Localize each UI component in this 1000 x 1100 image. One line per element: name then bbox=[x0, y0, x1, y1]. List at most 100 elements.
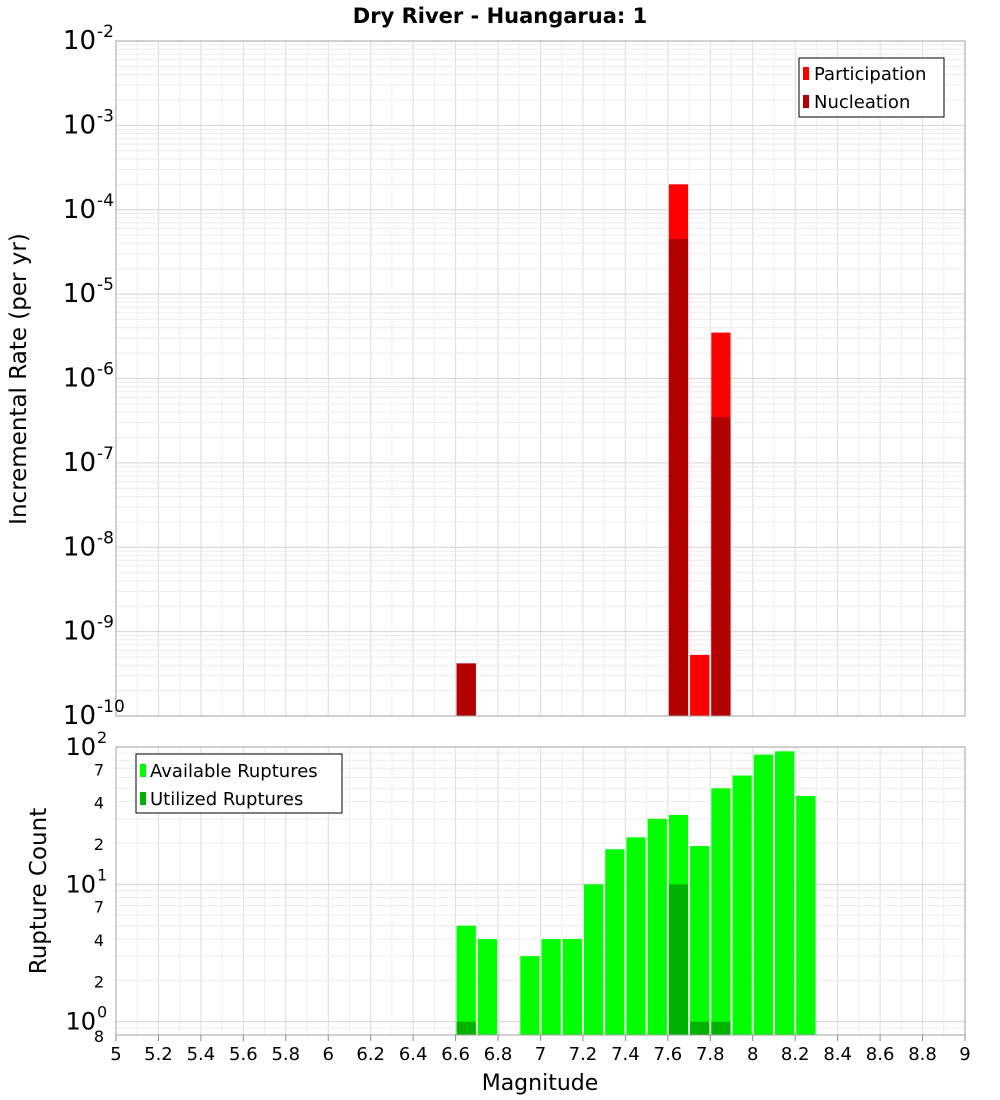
count-ytick-label: 2 bbox=[94, 835, 104, 854]
rate-ytick-exp: -2 bbox=[97, 22, 114, 42]
count-bar-available-ruptures bbox=[562, 939, 582, 1035]
count-ytick-label: 4 bbox=[94, 794, 104, 813]
count-bar-utilized-ruptures bbox=[711, 1021, 731, 1035]
count-xtick-label: 8.6 bbox=[866, 1044, 895, 1065]
legend-swatch-participation bbox=[803, 67, 809, 80]
count-bar-available-ruptures bbox=[626, 837, 646, 1035]
count-ytick-base: 10 bbox=[65, 1008, 96, 1036]
count-bars bbox=[456, 751, 816, 1035]
rate-ytick-base: 10 bbox=[63, 532, 96, 562]
legend-swatch-nucleation bbox=[803, 95, 809, 108]
count-xtick-label: 7.8 bbox=[696, 1044, 725, 1065]
rate-bar-nucleation bbox=[711, 416, 731, 716]
rate-legend: Participation Nucleation bbox=[798, 57, 945, 118]
count-y-axis-label: Rupture Count bbox=[26, 808, 52, 974]
rate-legend-box bbox=[798, 57, 945, 118]
rate-ytick-exp: -5 bbox=[97, 275, 114, 295]
count-bar-available-ruptures bbox=[690, 846, 710, 1035]
count-xtick-label: 5.2 bbox=[144, 1044, 173, 1065]
count-ytick-label: 7 bbox=[94, 898, 104, 917]
count-xtick-label: 5 bbox=[110, 1044, 121, 1065]
count-xtick-label: 7.4 bbox=[611, 1044, 640, 1065]
count-xtick-label: 6.6 bbox=[441, 1044, 470, 1065]
legend-label-participation: Participation bbox=[814, 64, 926, 85]
rate-y-axis-label: Incremental Rate (per yr) bbox=[6, 233, 32, 525]
count-xtick-label: 9 bbox=[959, 1044, 970, 1065]
count-ytick-label: 8 bbox=[94, 1027, 104, 1046]
count-bar-available-ruptures bbox=[605, 849, 625, 1035]
legend-swatch-utilized bbox=[140, 792, 146, 805]
rate-ytick-exp: -9 bbox=[97, 613, 114, 633]
count-bar-available-ruptures bbox=[541, 939, 561, 1035]
count-bar-available-ruptures bbox=[456, 925, 476, 1035]
rate-gridlines bbox=[115, 41, 966, 717]
rate-ytick-exp: -6 bbox=[97, 360, 114, 380]
rate-chart: Dry River - Huangarua: 1 10-210-310 -410-… bbox=[6, 4, 966, 731]
count-xtick-label: 5.8 bbox=[271, 1044, 300, 1065]
rate-bars bbox=[456, 184, 731, 717]
count-ytick-base: 10 bbox=[65, 870, 96, 898]
count-xtick-label: 6 bbox=[323, 1044, 334, 1065]
count-ytick-exp: 1 bbox=[97, 865, 107, 884]
rate-ytick-base: 10 bbox=[63, 26, 96, 56]
rate-ytick-exp: -4 bbox=[97, 191, 114, 211]
rate-ytick-base: 10 bbox=[63, 279, 96, 309]
count-xtick-label: 8.2 bbox=[781, 1044, 810, 1065]
rate-ytick-exp: -3 bbox=[97, 106, 114, 126]
count-legend: Available Ruptures Utilized Ruptures bbox=[135, 753, 343, 814]
count-ytick-base: 10 bbox=[65, 733, 96, 761]
count-bar-available-ruptures bbox=[711, 788, 731, 1035]
rate-ytick-exp: -8 bbox=[97, 528, 114, 548]
count-xtick-label: 5.4 bbox=[187, 1044, 216, 1065]
count-bar-available-ruptures bbox=[647, 818, 667, 1035]
rate-bar-nucleation bbox=[668, 239, 689, 716]
rate-ytick-base: 10 bbox=[63, 448, 96, 478]
rate-y-ticks: 10-210-310-410-510-610-710-810-910-10 bbox=[63, 22, 125, 731]
rate-bar-nucleation bbox=[456, 663, 476, 716]
count-bar-available-ruptures bbox=[796, 795, 816, 1035]
legend-label-nucleation: Nucleation bbox=[814, 92, 910, 113]
count-ytick-exp: 0 bbox=[97, 1003, 107, 1022]
count-xtick-label: 7.6 bbox=[654, 1044, 683, 1065]
count-bar-available-ruptures bbox=[520, 956, 540, 1035]
count-bar-available-ruptures bbox=[477, 939, 498, 1035]
count-bar-available-ruptures bbox=[753, 754, 773, 1035]
count-xtick-label: 8.4 bbox=[823, 1044, 852, 1065]
legend-swatch-available bbox=[140, 764, 146, 777]
rate-ytick-base: 10 bbox=[63, 617, 96, 647]
rate-ytick-base: 10 bbox=[63, 701, 96, 731]
rate-ytick-base: 10 bbox=[63, 195, 96, 225]
rate-ytick-base: 10 bbox=[63, 110, 96, 140]
count-gridlines bbox=[115, 747, 966, 1036]
count-xtick-label: 8.8 bbox=[908, 1044, 937, 1065]
x-axis-label: Magnitude bbox=[482, 1071, 599, 1096]
count-ytick-exp: 2 bbox=[97, 728, 107, 747]
count-xtick-label: 5.6 bbox=[229, 1044, 258, 1065]
count-xtick-label: 6.8 bbox=[484, 1044, 513, 1065]
count-bar-available-ruptures bbox=[583, 884, 604, 1035]
count-ytick-label: 4 bbox=[94, 931, 104, 950]
count-bar-utilized-ruptures bbox=[668, 884, 689, 1035]
count-xtick-label: 7 bbox=[535, 1044, 546, 1065]
count-x-ticks: 5 5.2 5.4 5.6 5.8 6 6.2 6.4 6.6 6.8 7 7.2 7.4 7.6 7.8 8… bbox=[110, 1035, 971, 1065]
count-bar-utilized-ruptures bbox=[690, 1021, 710, 1035]
count-bar-utilized-ruptures bbox=[456, 1021, 476, 1035]
count-ytick-label: 7 bbox=[94, 760, 104, 779]
legend-label-utilized: Utilized Ruptures bbox=[150, 789, 303, 810]
chart-title: Dry River - Huangarua: 1 bbox=[353, 4, 647, 28]
rate-ytick-base: 10 bbox=[63, 364, 96, 394]
legend-label-available: Available Ruptures bbox=[150, 761, 318, 782]
count-xtick-label: 6.4 bbox=[399, 1044, 428, 1065]
count-xtick-label: 6.2 bbox=[356, 1044, 385, 1065]
rate-ytick-exp: -10 bbox=[97, 697, 125, 717]
count-bar-available-ruptures bbox=[774, 751, 795, 1035]
rate-bar-participation bbox=[690, 654, 710, 716]
count-bar-available-ruptures bbox=[732, 775, 752, 1035]
count-ytick-label: 2 bbox=[94, 972, 104, 991]
count-xtick-label: 7.2 bbox=[569, 1044, 598, 1065]
count-xtick-label: 8 bbox=[747, 1044, 758, 1065]
count-legend-box bbox=[135, 753, 343, 814]
